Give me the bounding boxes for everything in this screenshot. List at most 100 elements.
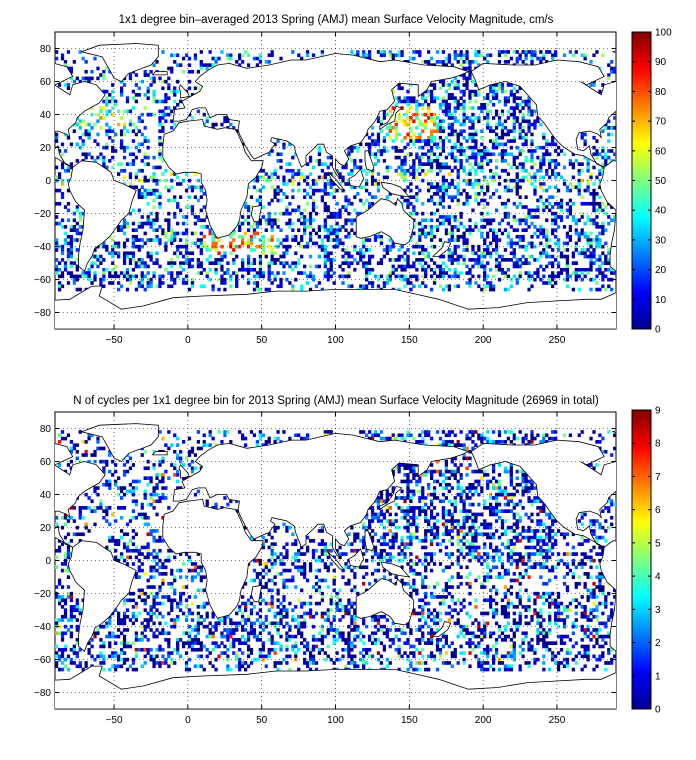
data-cell: [131, 106, 136, 110]
data-cell: [379, 519, 384, 523]
data-cell: [279, 56, 283, 61]
data-cell: [376, 506, 381, 510]
data-cell: [421, 499, 425, 504]
data-cell: [81, 440, 85, 444]
data-cell: [583, 142, 587, 147]
data-cell: [607, 251, 611, 256]
data-cell: [595, 201, 599, 206]
data-cell: [497, 152, 502, 157]
data-cell: [406, 248, 410, 252]
data-cell: [465, 436, 469, 441]
data-cell: [326, 215, 330, 219]
data-cell: [102, 515, 106, 520]
data-cell: [282, 251, 286, 256]
data-cell: [444, 433, 448, 438]
data-cell: [93, 453, 97, 457]
data-cell: [382, 512, 386, 517]
data-cell: [406, 496, 410, 500]
data-cell: [205, 274, 209, 279]
data-cell: [99, 109, 103, 114]
data-cell: [72, 261, 76, 265]
data-cell: [60, 218, 65, 223]
data-cell: [176, 479, 180, 484]
data-cell: [167, 228, 171, 232]
data-cell: [462, 109, 466, 114]
data-cell: [87, 529, 91, 533]
data-cell: [102, 482, 106, 487]
data-cell: [356, 535, 360, 540]
data-cell: [99, 73, 103, 77]
data-cell: [78, 512, 82, 517]
data-cell: [610, 159, 614, 163]
data-cell: [474, 195, 478, 199]
data-cell: [391, 53, 395, 58]
data-cell: [397, 86, 401, 91]
data-cell: [140, 512, 144, 517]
y-tick-label: 60: [40, 77, 52, 88]
data-cell: [84, 69, 88, 74]
data-cell: [249, 535, 254, 540]
data-cell: [577, 251, 581, 256]
data-cell: [447, 433, 451, 438]
data-cell: [379, 261, 384, 265]
data-cell: [548, 545, 552, 550]
data-cell: [465, 86, 469, 91]
data-cell: [477, 152, 481, 157]
data-cell: [367, 436, 372, 441]
data-cell: [548, 254, 552, 259]
data-cell: [406, 168, 410, 173]
data-cell: [117, 162, 121, 166]
data-cell: [456, 466, 460, 471]
data-cell: [471, 440, 475, 444]
data-cell: [459, 254, 463, 259]
data-cell: [480, 522, 484, 527]
data-cell: [468, 228, 472, 232]
data-cell: [140, 178, 144, 183]
data-cell: [539, 522, 543, 527]
data-cell: [323, 261, 327, 265]
data-cell: [397, 248, 401, 252]
data-cell: [367, 271, 372, 275]
data-cell: [140, 515, 144, 520]
data-cell: [311, 539, 316, 543]
data-cell: [170, 69, 174, 74]
data-cell: [119, 515, 124, 520]
data-cell: [122, 218, 127, 223]
data-cell: [149, 69, 153, 74]
data-cell: [400, 86, 404, 91]
data-cell: [376, 119, 381, 124]
data-cell: [267, 277, 271, 282]
data-cell: [471, 522, 475, 527]
data-cell: [291, 168, 295, 173]
data-cell: [199, 185, 203, 190]
data-cell: [66, 548, 71, 553]
data-cell: [559, 175, 564, 180]
data-cell: [300, 284, 304, 289]
data-cell: [282, 271, 286, 275]
data-cell: [427, 135, 431, 140]
data-cell: [586, 254, 590, 259]
data-cell: [376, 284, 381, 289]
data-cell: [468, 545, 472, 550]
data-cell: [379, 50, 384, 54]
data-cell: [376, 50, 381, 54]
data-cell: [143, 489, 147, 494]
colorbar-tick-label: 60: [655, 146, 667, 157]
data-cell: [515, 519, 519, 523]
data-cell: [167, 430, 171, 434]
data-cell: [506, 542, 511, 546]
data-cell: [601, 155, 605, 160]
data-cell: [87, 274, 91, 279]
data-cell: [403, 162, 407, 166]
data-cells: [55, 50, 616, 292]
data-cell: [497, 509, 502, 513]
data-cell: [536, 433, 540, 438]
data-cell: [503, 102, 508, 107]
data-cell: [601, 228, 605, 232]
data-cell: [187, 258, 192, 262]
data-cell: [208, 231, 212, 236]
data-cell: [483, 469, 487, 474]
data-cell: [583, 512, 587, 517]
data-cell: [444, 106, 448, 110]
data-cell: [486, 96, 490, 100]
